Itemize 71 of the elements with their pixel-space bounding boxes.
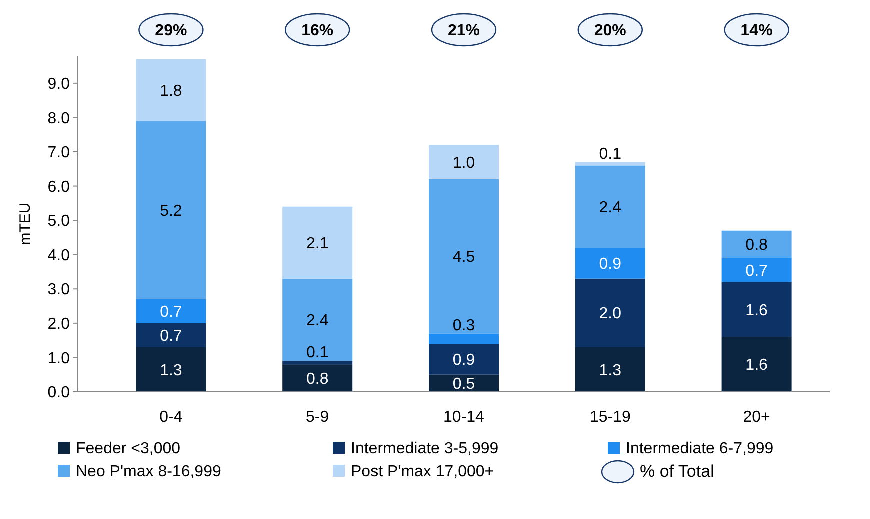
- bar: [429, 145, 499, 180]
- data-label: 2.0: [599, 306, 622, 323]
- bar: [575, 166, 646, 248]
- legend-label: Neo P'max 8-16,999: [76, 464, 222, 481]
- data-label: 0.7: [746, 262, 768, 280]
- x-tick-label: 10-14: [444, 409, 485, 426]
- bar: [722, 230, 792, 258]
- bar: [429, 179, 499, 334]
- data-label: 2.4: [306, 312, 329, 330]
- y-tick-label: 5.0: [48, 213, 70, 230]
- data-label: 0.8: [746, 237, 768, 254]
- x-tick-label: 15-19: [590, 409, 631, 426]
- legend-label: Feeder <3,000: [76, 440, 181, 458]
- y-tick-label: 1.0: [48, 350, 70, 368]
- bar: [136, 347, 206, 392]
- data-label: 0.9: [599, 256, 622, 274]
- bar: [575, 278, 646, 348]
- data-label: 5.2: [160, 202, 182, 220]
- y-tick-label: 3.0: [48, 282, 70, 299]
- y-tick-label: 8.0: [48, 110, 70, 128]
- data-label: 2.1: [306, 235, 329, 252]
- bar: [722, 282, 792, 338]
- bar: [282, 206, 353, 279]
- y-tick-label: 7.0: [48, 144, 70, 162]
- y-tick-label: 4.0: [48, 247, 70, 264]
- y-axis-title: mTEU: [17, 202, 34, 246]
- bar: [429, 344, 499, 375]
- y-tick-label: 6.0: [48, 178, 70, 196]
- bar: [722, 258, 792, 282]
- data-label: 0.9: [452, 352, 476, 370]
- bar: [136, 59, 206, 122]
- legend-label: Post P'max 17,000+: [351, 464, 494, 481]
- y-tick-label: 0.0: [48, 384, 70, 402]
- data-label: 1.6: [746, 302, 768, 320]
- data-label: 0.8: [306, 370, 329, 388]
- data-label: 2.4: [599, 199, 622, 216]
- data-label: 0.7: [160, 304, 182, 322]
- text: % of Total: [640, 462, 714, 481]
- bar: [282, 278, 353, 362]
- data-label: 0.7: [160, 328, 182, 346]
- x-tick-label: 5-9: [306, 409, 330, 426]
- x-tick-label: 20+: [743, 409, 770, 426]
- bar: [136, 121, 206, 300]
- bar: [282, 361, 353, 365]
- bar: [282, 364, 353, 392]
- data-label: 0.5: [452, 376, 476, 394]
- legend-label: Intermediate 6-7,999: [626, 440, 774, 458]
- bar: [136, 299, 206, 324]
- text: 29%: [155, 22, 188, 40]
- bar: [575, 347, 646, 392]
- bar: [575, 248, 646, 279]
- data-label: 0.1: [599, 146, 622, 163]
- text: 21%: [448, 22, 480, 40]
- y-tick-label: 2.0: [48, 316, 70, 334]
- data-label: 1.3: [160, 362, 182, 380]
- data-label: 0.1: [306, 344, 329, 362]
- bar: [136, 323, 206, 348]
- text: 20%: [594, 22, 626, 40]
- text: 14%: [740, 22, 773, 40]
- bar: [429, 334, 499, 344]
- text: 16%: [302, 22, 334, 40]
- x-tick-label: 0-4: [160, 409, 183, 426]
- legend-label: Intermediate 3-5,999: [351, 440, 499, 458]
- y-tick-label: 9.0: [48, 76, 70, 94]
- data-label: 4.5: [452, 249, 476, 266]
- data-label: 1.8: [160, 82, 182, 100]
- bar: [722, 337, 792, 392]
- data-label: 1.6: [746, 357, 768, 374]
- data-label: 1.3: [599, 362, 622, 380]
- data-label: 0.3: [452, 317, 476, 334]
- data-label: 1.0: [452, 154, 476, 172]
